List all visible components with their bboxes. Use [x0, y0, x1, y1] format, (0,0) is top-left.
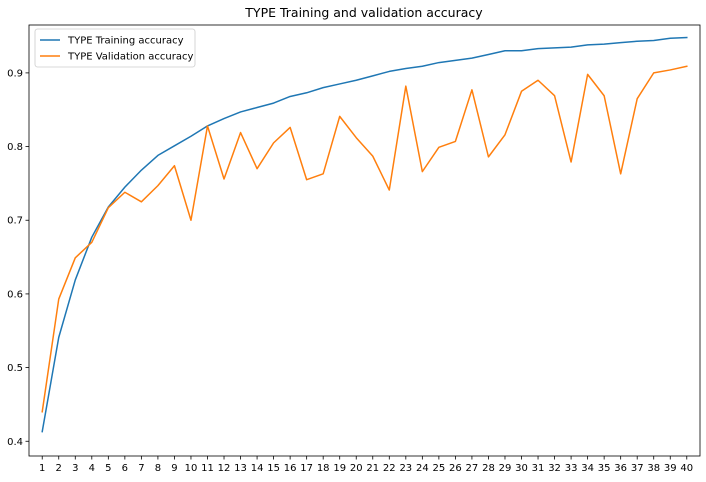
x-tick-label: 4: [89, 463, 95, 474]
x-tick-label: 16: [284, 463, 297, 474]
x-tick-label: 26: [449, 463, 462, 474]
x-tick-label: 14: [251, 463, 264, 474]
x-tick-label: 10: [185, 463, 198, 474]
x-tick-label: 20: [350, 463, 363, 474]
y-tick-label: 0.4: [7, 437, 23, 448]
x-tick-label: 11: [201, 463, 214, 474]
x-tick-label: 5: [105, 463, 111, 474]
x-tick-label: 15: [267, 463, 280, 474]
y-tick-label: 0.8: [7, 142, 23, 153]
x-tick-label: 38: [647, 463, 660, 474]
x-tick-label: 31: [532, 463, 545, 474]
x-tick-label: 7: [138, 463, 144, 474]
x-tick-label: 35: [598, 463, 611, 474]
y-tick-label: 0.5: [7, 363, 23, 374]
x-tick-label: 8: [155, 463, 161, 474]
x-tick-label: 12: [218, 463, 231, 474]
x-tick-label: 9: [171, 463, 177, 474]
plot-area: 1 2 3 4 5 6 7 8 9 10 11 12 13 14 15 16 17 18 19 20 21 22 23 24 2…: [7, 24, 701, 474]
x-tick-label: 29: [499, 463, 512, 474]
x-tick-label: 21: [366, 463, 379, 474]
x-tick-label: 28: [482, 463, 495, 474]
legend-label-training: TYPE Training accuracy: [67, 36, 184, 47]
x-tick-label: 17: [300, 463, 313, 474]
x-tick-label: 1: [39, 463, 45, 474]
x-tick-label: 24: [416, 463, 429, 474]
x-tick-label: 40: [680, 463, 693, 474]
legend-label-validation: TYPE Validation accuracy: [67, 52, 194, 63]
x-tick-label: 3: [72, 463, 78, 474]
axes-frame: [28, 24, 701, 457]
x-tick-label: 25: [433, 463, 446, 474]
x-tick-label: 27: [466, 463, 479, 474]
chart-title: TYPE Training and validation accuracy: [244, 5, 483, 20]
x-tick-label: 34: [581, 463, 594, 474]
x-tick-label: 19: [333, 463, 346, 474]
x-tick-label: 37: [631, 463, 644, 474]
x-tick-label: 32: [548, 463, 561, 474]
x-tick-label: 6: [122, 463, 128, 474]
series-line-training: [41, 36, 688, 433]
legend-box: [34, 28, 196, 68]
x-tick-label: 23: [399, 463, 412, 474]
x-tick-label: 33: [565, 463, 578, 474]
x-tick-label: 36: [614, 463, 627, 474]
x-tick-label: 22: [383, 463, 396, 474]
x-tick-label: 2: [56, 463, 62, 474]
x-tick-label: 30: [515, 463, 528, 474]
y-tick-label: 0.7: [7, 216, 23, 227]
y-tick-label: 0.6: [7, 289, 23, 300]
x-tick-label: 18: [317, 463, 330, 474]
y-tick-label: 0.9: [7, 68, 23, 79]
series-line-validation: [41, 65, 688, 413]
x-tick-label: 13: [234, 463, 247, 474]
x-tick-label: 39: [664, 463, 677, 474]
